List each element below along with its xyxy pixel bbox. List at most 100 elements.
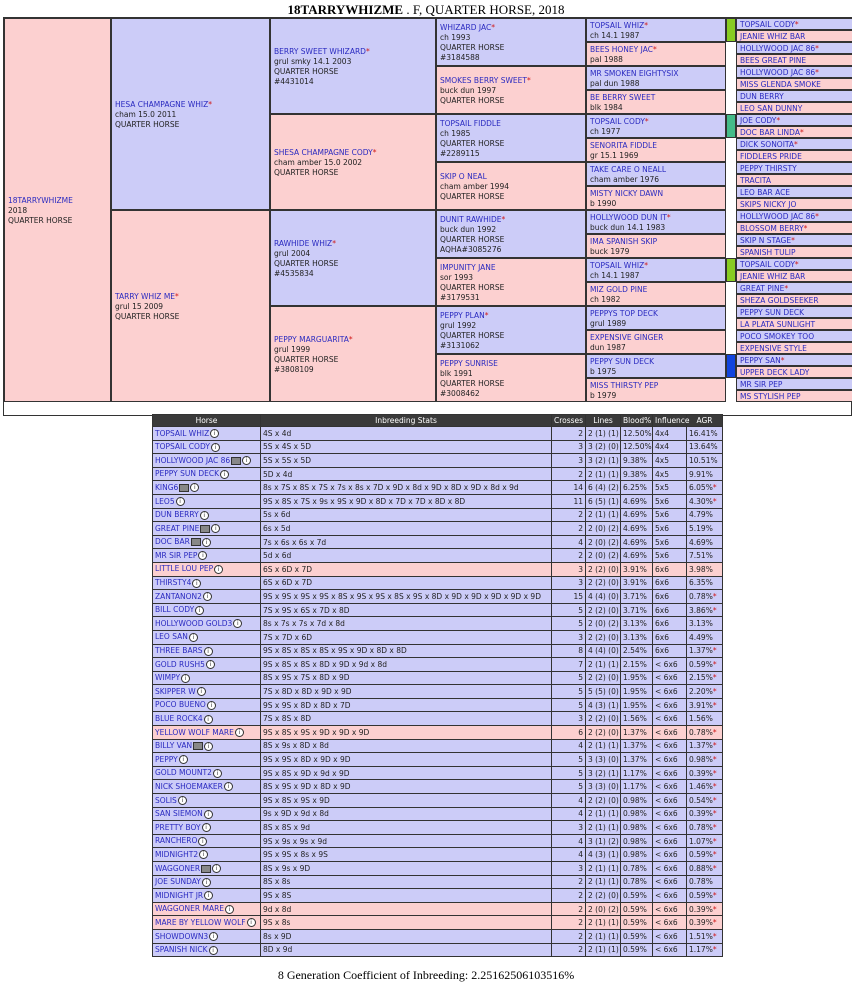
horse-link[interactable]: BEES GREAT PINE (740, 56, 807, 65)
horse-link[interactable]: JEANIE WHIZ BAR (740, 272, 806, 281)
horse-link[interactable]: TOPSAIL FIDDLE (440, 119, 501, 128)
horse-link[interactable]: MIDNIGHT JR (155, 890, 204, 900)
horse-link[interactable]: HOLLYWOOD JAC 86 (740, 68, 816, 77)
horse-link[interactable]: WIMPY (155, 673, 181, 683)
info-icon[interactable]: i (234, 728, 244, 738)
horse-link[interactable]: DICK SONOITA (740, 140, 795, 149)
info-icon[interactable]: i (201, 877, 211, 887)
horse-link[interactable]: HESA CHAMPAGNE WHIZ (115, 100, 209, 109)
horse-link[interactable]: GOLD MOUNT2 (155, 768, 212, 778)
horse-link[interactable]: TARRY WHIZ ME (115, 292, 176, 301)
horse-link[interactable]: LITTLE LOU PEP (155, 564, 214, 574)
horse-link[interactable]: PRETTY BOY (155, 822, 201, 832)
horse-link[interactable]: SOLIS (155, 795, 177, 805)
info-icon[interactable]: i (177, 796, 187, 806)
horse-link[interactable]: SKIP N STAGE (740, 236, 792, 245)
horse-link[interactable]: MIZ GOLD PINE (590, 285, 648, 294)
pedigree-tree-icon[interactable] (231, 456, 242, 465)
horse-link[interactable]: HOLLYWOOD GOLD3 (155, 618, 233, 628)
horse-link[interactable]: SMOKES BERRY SWEET (440, 76, 527, 85)
info-icon[interactable]: i (214, 564, 224, 574)
horse-link[interactable]: SHEZA GOLDSEEKER (740, 296, 819, 305)
pedigree-tree-icon[interactable] (193, 742, 204, 751)
info-icon[interactable]: i (210, 429, 220, 439)
pedigree-tree-icon[interactable] (190, 538, 201, 547)
info-icon[interactable]: i (211, 524, 221, 534)
horse-link[interactable]: BERRY SWEET WHIZARD (274, 47, 366, 56)
horse-link[interactable]: DUN BERRY (740, 92, 784, 101)
horse-link[interactable]: MISTY NICKY DAWN (590, 189, 664, 198)
info-icon[interactable]: i (192, 578, 202, 588)
horse-link[interactable]: DOC BAR (155, 537, 190, 547)
horse-link[interactable]: PEPPY (155, 754, 178, 764)
info-icon[interactable]: i (198, 836, 208, 846)
info-icon[interactable]: i (178, 755, 188, 765)
horse-link[interactable]: WAGGONER (155, 863, 201, 873)
info-icon[interactable]: i (203, 714, 213, 724)
horse-link[interactable]: YELLOW WOLF MARE (155, 727, 234, 737)
horse-link[interactable]: MR SIR PEP (155, 550, 198, 560)
info-icon[interactable]: i (199, 850, 209, 860)
horse-link[interactable]: TOPSAIL CODY (590, 117, 645, 126)
info-icon[interactable]: i (201, 823, 211, 833)
horse-link[interactable]: MR SIR PEP (740, 380, 783, 389)
info-icon[interactable]: i (203, 646, 213, 656)
horse-link[interactable]: JOE SUNDAY (155, 877, 201, 887)
horse-link[interactable]: SENORITA FIDDLE (590, 141, 657, 150)
info-icon[interactable]: i (233, 619, 243, 629)
horse-link[interactable]: SPANISH NICK (155, 945, 208, 955)
horse-link[interactable]: TAKE CARE O NEALL (590, 165, 666, 174)
horse-link[interactable]: KING6 (155, 482, 179, 492)
horse-link[interactable]: PEPPY SUNRISE (440, 359, 498, 368)
horse-link[interactable]: HOLLYWOOD JAC 86 (740, 212, 816, 221)
horse-link[interactable]: PEPPYS TOP DECK (590, 309, 658, 318)
info-icon[interactable]: i (202, 592, 212, 602)
horse-link[interactable]: NICK SHOEMAKER (155, 781, 223, 791)
horse-link[interactable]: PEPPY MARGUARITA (274, 335, 349, 344)
horse-link[interactable]: BILL CODY (155, 605, 195, 615)
horse-link[interactable]: LEO SAN DUNNY (740, 104, 803, 113)
info-icon[interactable]: i (204, 891, 214, 901)
horse-link[interactable]: SHOWDOWN3 (155, 931, 209, 941)
horse-link[interactable]: SKIPPER W (155, 686, 196, 696)
horse-link[interactable]: WHIZARD JAC (440, 23, 492, 32)
horse-link[interactable]: PEPPY SUN DECK (155, 469, 220, 479)
horse-link[interactable]: BE BERRY SWEET (590, 93, 656, 102)
horse-link[interactable]: TOPSAIL WHIZ (155, 428, 210, 438)
horse-link[interactable]: TOPSAIL WHIZ (590, 261, 645, 270)
horse-link[interactable]: GOLD RUSH5 (155, 659, 205, 669)
horse-link[interactable]: PEPPY THIRSTY (740, 164, 797, 173)
horse-link[interactable]: MS STYLISH PEP (740, 392, 801, 401)
horse-link[interactable]: SHESA CHAMPAGNE CODY (274, 148, 373, 157)
horse-link[interactable]: PEPPY SUN DECK (590, 357, 655, 366)
info-icon[interactable]: i (212, 768, 222, 778)
horse-link[interactable]: TOPSAIL CODY (155, 442, 210, 452)
horse-link[interactable]: IMPUNITY JANE (440, 263, 496, 272)
horse-link[interactable]: IMA SPANISH SKIP (590, 237, 658, 246)
horse-link[interactable]: SKIP O NEAL (440, 172, 487, 181)
info-icon[interactable]: i (206, 700, 216, 710)
horse-link[interactable]: POCO BUENO (155, 700, 206, 710)
horse-link[interactable]: MARE BY YELLOW WOLF (155, 917, 246, 927)
horse-link[interactable]: FIDDLERS PRIDE (740, 152, 802, 161)
info-icon[interactable]: i (210, 442, 220, 452)
horse-link[interactable]: THIRSTY4 (155, 578, 192, 588)
horse-link[interactable]: DUN BERRY (155, 510, 199, 520)
pedigree-tree-icon[interactable] (200, 524, 211, 533)
horse-link[interactable]: BLUE ROCK4 (155, 714, 203, 724)
horse-link[interactable]: PEPPY PLAN (440, 311, 485, 320)
horse-link[interactable]: WAGGONER MARE (155, 904, 225, 914)
horse-link[interactable]: TOPSAIL CODY (740, 20, 795, 29)
horse-link[interactable]: SAN SIEMON (155, 809, 203, 819)
horse-link[interactable]: DOC BAR LINDA (740, 128, 800, 137)
info-icon[interactable]: i (220, 469, 230, 479)
info-icon[interactable]: i (188, 632, 198, 642)
horse-link[interactable]: LEO BAR ACE (740, 188, 791, 197)
info-icon[interactable]: i (246, 918, 256, 928)
horse-link[interactable]: JEANIE WHIZ BAR (740, 32, 806, 41)
info-icon[interactable]: i (223, 782, 233, 792)
horse-link[interactable]: UPPER DECK LADY (740, 368, 810, 377)
horse-link[interactable]: EXPENSIVE STYLE (740, 344, 807, 353)
horse-link[interactable]: 18TARRYWHIZME (8, 196, 73, 205)
info-icon[interactable]: i (196, 687, 206, 697)
